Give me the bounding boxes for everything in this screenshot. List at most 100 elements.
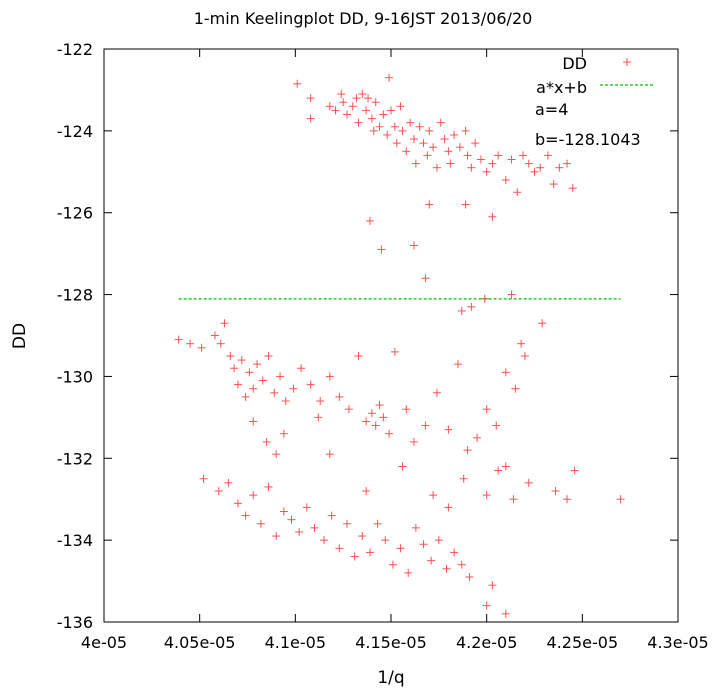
data-point [371,421,380,430]
legend: DD a*x+b a=4 b=-128.1043 [535,54,653,149]
data-point [264,351,273,360]
data-point [536,163,545,172]
data-point [325,102,334,111]
data-point [325,450,334,459]
data-point [457,560,466,569]
data-point [563,159,572,168]
data-point [520,351,529,360]
data-point [387,106,395,115]
y-axis-ticks: -122 -124 -126 -128 -130 -132 -134 -136 [57,40,678,632]
chart-title: 1-min Keelingplot DD, 9-16JST 2013/06/20 [194,9,533,28]
data-point [354,118,363,127]
y-tick-label: -136 [57,613,93,632]
legend-label-fit: a*x+b [536,78,587,97]
data-point [482,601,491,610]
data-point [524,159,533,168]
data-point [427,556,436,565]
data-point [482,491,491,500]
data-point [501,368,510,377]
data-point [220,319,229,328]
data-point [402,147,411,156]
data-point [210,331,219,340]
annotation-a: a=4 [535,100,568,119]
data-point [501,175,510,184]
data-point [465,572,474,581]
data-point [409,437,418,446]
data-point [551,487,560,496]
data-point [358,90,367,99]
data-point [264,482,273,491]
y-tick-label: -134 [57,531,93,550]
legend-marker-dd [623,58,631,66]
y-axis-label: DD [10,323,30,349]
data-point [415,122,424,131]
data-point [383,130,392,139]
data-point [425,200,434,209]
data-point [289,384,298,393]
data-point [335,544,344,553]
data-point [419,540,428,549]
y-tick-label: -122 [57,40,93,59]
data-point [501,609,510,618]
data-point [507,155,516,164]
data-point [421,274,430,283]
data-point [354,351,363,360]
data-point [563,495,572,504]
data-point [453,360,462,369]
y-tick-label: -124 [57,122,93,141]
data-point [279,429,288,438]
x-tick-label: 4e-05 [81,633,127,652]
data-point [256,519,265,528]
data-point [320,536,329,545]
data-point [543,151,552,160]
data-point [379,110,388,119]
data-point [237,356,246,365]
data-point [364,94,373,103]
data-point [281,396,290,405]
data-point [279,507,288,516]
data-point [377,245,386,254]
data-point [568,184,577,193]
data-point [348,102,357,111]
data-point [524,478,533,487]
data-point [570,466,579,475]
data-point [455,143,464,152]
data-point [440,135,449,144]
data-point [226,351,235,360]
data-point [488,212,497,221]
data-point [494,151,503,160]
data-point [245,368,254,377]
data-point [429,143,438,152]
data-point [409,241,418,250]
data-point [233,380,242,389]
data-point [339,98,348,107]
data-point [425,126,434,135]
data-point [337,90,346,99]
x-tick-label: 4.1e-05 [265,633,326,652]
data-point [302,503,311,512]
y-tick-label: -128 [57,286,93,305]
data-point [350,552,359,561]
data-point [295,527,304,536]
data-point [388,560,397,569]
x-tick-label: 4.3e-05 [647,633,708,652]
data-point [404,568,413,577]
data-point [249,417,258,426]
data-point [253,360,262,369]
data-point [501,462,510,471]
data-point [457,306,466,315]
data-point [421,421,430,430]
data-point [371,98,380,107]
data-point [444,147,453,156]
data-point [293,79,302,88]
data-point [459,474,468,483]
data-point [272,532,281,541]
plot-series [174,73,625,618]
data-point [306,380,315,389]
data-point [270,388,279,397]
data-point [367,409,376,418]
data-point [335,392,344,401]
data-point [297,364,306,373]
data-point [419,139,428,148]
data-point [224,478,233,487]
